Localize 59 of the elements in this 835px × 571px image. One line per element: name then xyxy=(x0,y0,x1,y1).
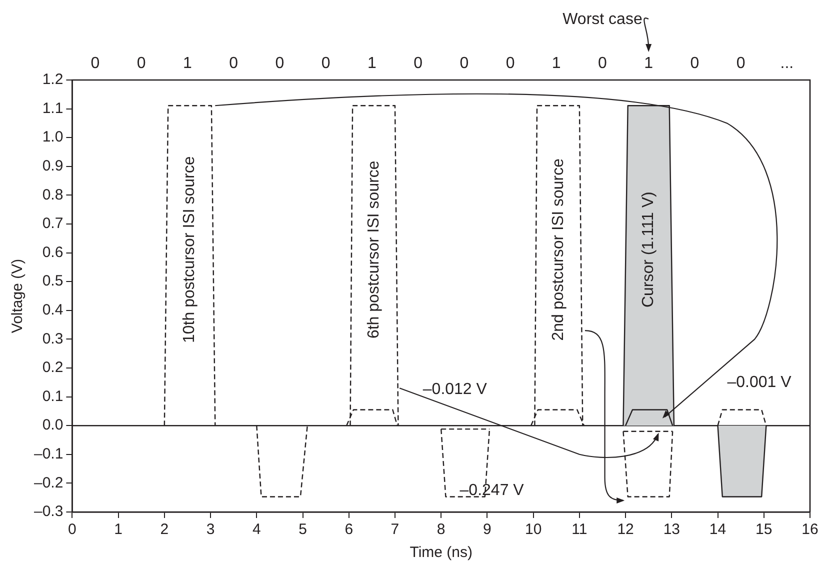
x-tick-label: 10 xyxy=(524,521,542,538)
x-tick-label: 15 xyxy=(756,521,772,538)
text: 0 xyxy=(736,55,746,72)
y-tick-label: 1.1 xyxy=(42,100,64,117)
x-tick-label: 11 xyxy=(572,521,588,538)
y-tick-label: 0.2 xyxy=(42,359,64,376)
text: 10th postcursor ISI source xyxy=(181,156,198,343)
x-tick-label: 8 xyxy=(436,521,446,538)
text: 2nd postcursor ISI source xyxy=(550,158,568,341)
annotation: –0.001 V xyxy=(727,374,792,391)
annotation: –0.247 V xyxy=(460,482,524,499)
text: 6th postcursor ISI source xyxy=(366,160,383,339)
y-tick-label: 1.2 xyxy=(42,71,64,88)
text: 0 xyxy=(460,55,469,72)
x-tick-label: 5 xyxy=(298,521,307,538)
y-tick-label: 0.8 xyxy=(42,186,64,204)
text: 1 xyxy=(183,55,192,72)
x-tick-label: 6 xyxy=(344,521,354,538)
y-tick-label: 0.5 xyxy=(42,272,64,290)
text: 1 xyxy=(644,55,654,72)
x-tick-label: 16 xyxy=(802,521,818,538)
x-tick-label: 0 xyxy=(68,521,76,538)
text: ... xyxy=(780,55,794,72)
text: 0 xyxy=(506,55,515,72)
y-tick-label: 0.6 xyxy=(42,244,64,261)
text: 0 xyxy=(229,55,238,72)
text: 0 xyxy=(598,55,608,72)
y-tick-label: –0.1 xyxy=(34,446,64,463)
y-tick-label: 0.9 xyxy=(42,158,64,175)
y-tick-label: 0.1 xyxy=(42,388,64,405)
text: 0 xyxy=(136,55,146,72)
x-tick-label: 4 xyxy=(252,521,261,538)
text: 0 xyxy=(690,55,700,72)
x-tick-label: 7 xyxy=(390,521,400,538)
x-tick-label: 12 xyxy=(617,521,634,538)
y-tick-label: 1.0 xyxy=(42,128,64,146)
text: 0 xyxy=(90,55,100,72)
annotation: –0.012 V xyxy=(422,381,488,398)
y-tick-label: –0.3 xyxy=(34,503,64,520)
y-tick-label: 0.0 xyxy=(42,416,64,434)
series-label: Cursor (1.111 V) xyxy=(640,192,658,308)
x-tick-label: 13 xyxy=(663,521,680,538)
text: 1 xyxy=(552,55,561,72)
text: 0 xyxy=(275,55,284,72)
text: 0 xyxy=(414,55,423,72)
text: Worst case xyxy=(562,11,642,28)
y-tick-label: 0.3 xyxy=(42,330,64,348)
x-axis-title: Time (ns) xyxy=(410,544,472,562)
y-tick-label: 0.4 xyxy=(42,302,64,319)
x-tick-label: 2 xyxy=(160,521,169,538)
x-tick-label: 3 xyxy=(206,521,215,538)
x-tick-label: 1 xyxy=(114,521,122,538)
y-axis-title: Voltage (V) xyxy=(9,258,26,334)
text: 1 xyxy=(367,55,376,72)
y-tick-label: –0.2 xyxy=(34,474,64,492)
x-tick-label: 9 xyxy=(483,521,492,538)
text: 0 xyxy=(321,55,330,72)
y-tick-label: 0.7 xyxy=(42,215,64,232)
x-tick-label: 14 xyxy=(709,521,726,538)
